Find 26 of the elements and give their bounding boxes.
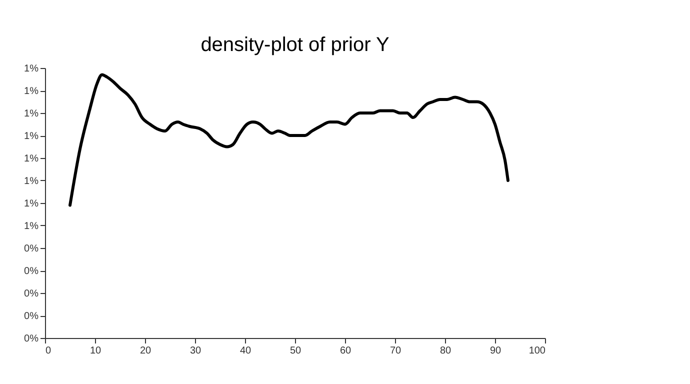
x-tick-label: 60 [340,346,352,356]
x-tick-label: 80 [440,346,452,356]
y-tick-label: 1% [24,108,39,120]
x-tick-label: 90 [490,346,502,356]
chart-title: density-plot of prior Y [200,34,390,56]
y-tick-label: 0% [24,266,39,277]
y-tick-label: 0% [24,334,39,344]
x-tick-label: 70 [390,346,402,356]
y-tick-label: 1% [24,221,39,232]
y-tick-label: 1% [24,198,39,210]
y-tick-label: 0% [24,244,39,254]
x-tick-label: 30 [190,346,202,356]
y-tick-label: 0% [24,288,39,300]
x-tick-label: 20 [140,346,152,356]
y-tick-label: 1% [24,86,39,97]
x-tick-label: 0 [46,346,52,356]
line-series [68,73,510,207]
x-tick-label: 10 [90,346,102,356]
x-tick-label: 100 [528,346,546,356]
y-tick-label: 1% [24,154,39,164]
x-tick-label: 50 [290,346,302,356]
y-tick-label: 1% [24,131,39,142]
y-tick-label: 0% [24,311,39,322]
y-tick-label: 1% [24,64,39,74]
y-tick-label: 1% [24,176,39,187]
x-tick-label: 40 [240,346,252,356]
